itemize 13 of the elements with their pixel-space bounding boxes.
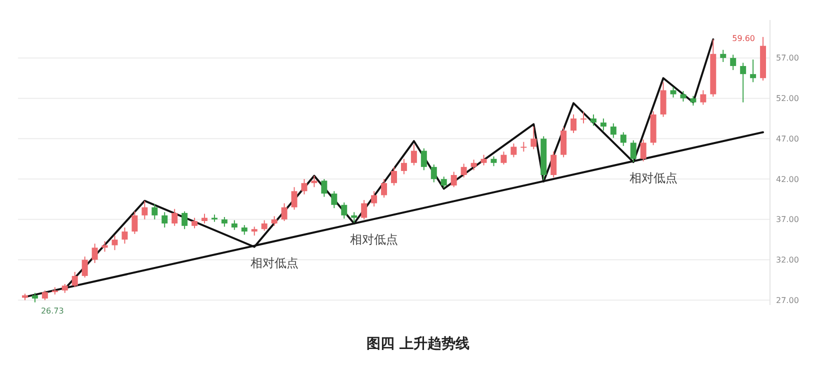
text: 26.73: [40, 306, 64, 316]
y-tick-label: 32.00: [776, 256, 799, 265]
annotation: 相对低点: [350, 232, 398, 246]
annotation: 相对低点: [250, 256, 298, 270]
y-tick-label: 42.00: [776, 174, 799, 184]
annotation: 59.60: [732, 34, 756, 43]
y-tick-label: 52.00: [776, 94, 799, 104]
y-tick-label: 27.00: [776, 296, 799, 305]
y-tick-label: 57.00: [776, 54, 799, 63]
annotation: 相对低点: [629, 171, 678, 186]
y-tick-label: 37.00: [776, 215, 799, 224]
text: 图四 上升趋势线: [366, 335, 470, 352]
y-tick-label: 47.00: [776, 134, 799, 144]
